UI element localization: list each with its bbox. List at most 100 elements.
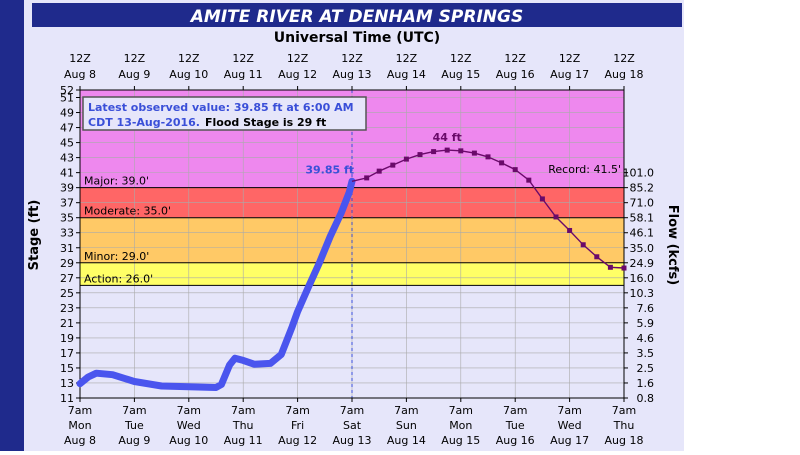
forecast-point bbox=[458, 148, 464, 154]
local-tick-label: Aug 17 bbox=[550, 434, 589, 447]
flow-tick-label: 4.6 bbox=[637, 332, 655, 345]
stage-tick-label: 19 bbox=[60, 332, 74, 345]
local-tick-label: Tue bbox=[124, 419, 144, 432]
flow-axis-ticks: 0.8 1.6 2.5 3.5 4.6 5.9 7.6 10.3 16.0 24.9 35.0 46.… bbox=[623, 167, 655, 405]
utc-tick-date: Aug 9 bbox=[118, 68, 150, 81]
utc-tick-label: 12Z bbox=[69, 52, 91, 65]
flow-tick-label: 85.2 bbox=[630, 182, 655, 195]
forecast-point bbox=[526, 177, 532, 183]
left-page-strip bbox=[0, 0, 24, 451]
local-tick-label: Mon bbox=[449, 419, 472, 432]
stage-tick-label: 13 bbox=[60, 377, 74, 390]
category-label-moderate: Moderate: 35.0' bbox=[84, 205, 171, 218]
right-page-area bbox=[684, 0, 800, 451]
forecast-point bbox=[390, 162, 396, 168]
stage-tick-label: 35 bbox=[60, 212, 74, 225]
info-box-date: CDT 13-Aug-2016. bbox=[88, 116, 200, 129]
flow-tick-label: 10.3 bbox=[630, 287, 655, 300]
local-tick-label: Aug 16 bbox=[496, 434, 535, 447]
flow-tick-label: 1.6 bbox=[637, 377, 655, 390]
flow-tick-label: 46.1 bbox=[630, 227, 655, 240]
utc-tick-date: Aug 14 bbox=[387, 68, 426, 81]
forecast-point bbox=[512, 167, 518, 173]
local-tick-label: Aug 12 bbox=[278, 434, 317, 447]
utc-tick-label: 12Z bbox=[613, 52, 635, 65]
forecast-point bbox=[594, 254, 600, 260]
forecast-point bbox=[567, 227, 573, 233]
local-tick-label: Mon bbox=[68, 419, 91, 432]
utc-axis-ticks: 12Z Aug 8 12Z Aug 9 12Z Aug 10 12Z Aug 11 12Z Aug… bbox=[64, 52, 643, 90]
local-tick-label: Aug 13 bbox=[333, 434, 372, 447]
forecast-point bbox=[580, 242, 586, 248]
local-tick-label: 7am bbox=[340, 404, 364, 417]
local-time-axis-ticks: 7am Mon Aug 8 7am Tue Aug 9 7am Wed Aug 10 7am Thu… bbox=[64, 398, 643, 447]
local-tick-label: Aug 14 bbox=[387, 434, 426, 447]
flow-axis-label: Flow (kcfs) bbox=[665, 205, 680, 285]
utc-tick-label: 12Z bbox=[232, 52, 254, 65]
local-tick-label: Aug 11 bbox=[224, 434, 263, 447]
stage-tick-label: 39 bbox=[60, 182, 74, 195]
utc-tick-label: 12Z bbox=[287, 52, 309, 65]
forecast-point bbox=[444, 147, 450, 153]
forecast-point bbox=[417, 152, 423, 158]
info-box-line-1: Latest observed value: 39.85 ft at 6:00 … bbox=[88, 101, 354, 114]
local-tick-label: 7am bbox=[449, 404, 473, 417]
flow-tick-label: 0.8 bbox=[637, 392, 655, 405]
stage-tick-label: 15 bbox=[60, 362, 74, 375]
local-tick-label: 7am bbox=[612, 404, 636, 417]
utc-tick-date: Aug 8 bbox=[64, 68, 96, 81]
observed-stage-line bbox=[76, 177, 356, 391]
flow-tick-label: 16.0 bbox=[630, 272, 655, 285]
flow-tick-label: 7.6 bbox=[637, 302, 655, 315]
forecast-point bbox=[607, 264, 613, 270]
local-tick-label: Aug 9 bbox=[118, 434, 150, 447]
utc-tick-date: Aug 18 bbox=[605, 68, 644, 81]
utc-tick-date: Aug 16 bbox=[496, 68, 535, 81]
stage-tick-label: 51 bbox=[60, 92, 74, 105]
forecast-point bbox=[499, 160, 505, 166]
category-label-minor: Minor: 29.0' bbox=[84, 250, 149, 263]
utc-tick-label: 12Z bbox=[504, 52, 526, 65]
forecast-point bbox=[471, 150, 477, 156]
stage-tick-label: 33 bbox=[60, 227, 74, 240]
stage-tick-label: 37 bbox=[60, 197, 74, 210]
local-tick-label: 7am bbox=[285, 404, 309, 417]
local-tick-label: Fri bbox=[291, 419, 304, 432]
info-box-flood-stage: Flood Stage is 29 ft bbox=[205, 116, 326, 129]
utc-tick-label: 12Z bbox=[341, 52, 363, 65]
hydrograph-svg: AMITE RIVER AT DENHAM SPRINGS Universal … bbox=[27, 3, 682, 447]
info-box-line-2: CDT 13-Aug-2016. Flood Stage is 29 ft bbox=[88, 116, 326, 129]
local-tick-label: Aug 15 bbox=[441, 434, 480, 447]
utc-tick-label: 12Z bbox=[396, 52, 418, 65]
local-tick-label: Sat bbox=[343, 419, 362, 432]
local-tick-label: Tue bbox=[505, 419, 525, 432]
top-axis-title: Universal Time (UTC) bbox=[274, 30, 440, 46]
stage-axis-label: Stage (ft) bbox=[27, 200, 42, 271]
utc-tick-date: Aug 17 bbox=[550, 68, 589, 81]
forecast-points bbox=[364, 147, 627, 271]
stage-tick-label: 49 bbox=[60, 107, 74, 120]
category-label-major: Major: 39.0' bbox=[84, 175, 149, 188]
record-stage-label: Record: 41.5' bbox=[548, 163, 621, 176]
utc-tick-date: Aug 13 bbox=[333, 68, 372, 81]
utc-tick-label: 12Z bbox=[559, 52, 581, 65]
utc-tick-date: Aug 10 bbox=[169, 68, 208, 81]
flow-tick-label: 3.5 bbox=[637, 347, 655, 360]
stage-tick-label: 31 bbox=[60, 242, 74, 255]
utc-tick-date: Aug 15 bbox=[441, 68, 480, 81]
stage-tick-label: 41 bbox=[60, 167, 74, 180]
forecast-point bbox=[621, 265, 627, 271]
local-tick-label: 7am bbox=[177, 404, 201, 417]
utc-tick-label: 12Z bbox=[178, 52, 200, 65]
stage-tick-label: 52 bbox=[60, 84, 74, 97]
stage-tick-label: 43 bbox=[60, 152, 74, 165]
stage-tick-label: 25 bbox=[60, 287, 74, 300]
latest-observation-box: Latest observed value: 39.85 ft at 6:00 … bbox=[82, 96, 367, 131]
local-tick-label: Thu bbox=[232, 419, 254, 432]
local-tick-label: Thu bbox=[613, 419, 635, 432]
stage-tick-label: 23 bbox=[60, 302, 74, 315]
forecast-point bbox=[364, 175, 370, 181]
title-bar bbox=[32, 3, 682, 27]
forecast-point bbox=[431, 149, 437, 155]
local-tick-label: Wed bbox=[558, 419, 582, 432]
